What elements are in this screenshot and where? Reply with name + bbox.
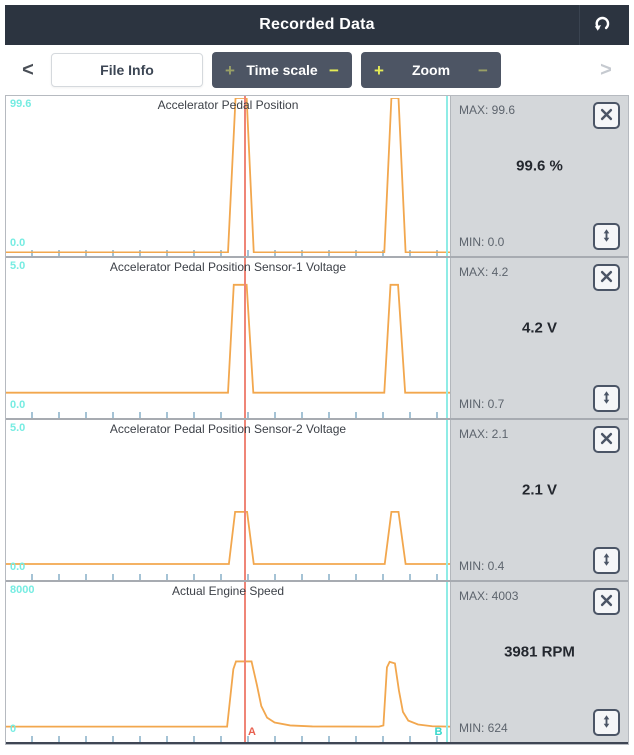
cursor-b-label: B: [434, 726, 443, 738]
zoom-control: + Zoom −: [361, 52, 501, 88]
header-bar: Recorded Data: [5, 5, 629, 45]
close-chart-button[interactable]: [593, 588, 620, 615]
waveform-trace: [6, 422, 450, 577]
y-axis-min-label: 0.0: [10, 561, 26, 573]
cursor-a-line[interactable]: [243, 96, 246, 256]
x-axis-ticks: [6, 574, 450, 580]
waveform-trace: [6, 260, 450, 415]
vertical-expand-icon: [599, 714, 614, 732]
file-info-button[interactable]: File Info: [51, 53, 203, 87]
close-chart-button[interactable]: [593, 264, 620, 291]
min-value-label: MIN: 0.0: [459, 235, 505, 249]
current-value: 4.2 V: [521, 319, 558, 337]
max-value-label: MAX: 4003: [459, 589, 519, 603]
chart-row: 5.0 Accelerator Pedal Position Sensor-1 …: [6, 258, 628, 420]
max-value-label: MAX: 2.1: [459, 427, 509, 441]
toolbar: < File Info + Time scale − + Zoom − >: [5, 45, 629, 95]
recorded-data-screen: Recorded Data < File Info + Time scale −…: [5, 5, 629, 745]
waveform-trace: [6, 584, 450, 739]
cursor-b-line[interactable]: [446, 420, 449, 580]
y-axis-min-label: 0.0: [10, 399, 26, 411]
x-axis-ticks: [6, 412, 450, 418]
expand-chart-button[interactable]: [593, 385, 620, 412]
expand-chart-button[interactable]: [593, 223, 620, 250]
y-axis-min-label: 0.0: [10, 237, 26, 249]
waveform-trace: [6, 98, 450, 253]
expand-chart-button[interactable]: [593, 709, 620, 736]
chart-title: Accelerator Pedal Position: [157, 98, 299, 112]
time-scale-control: + Time scale −: [212, 52, 352, 88]
max-value-label: MAX: 4.2: [459, 265, 509, 279]
cursor-b-line[interactable]: [446, 96, 449, 256]
cursor-b-line[interactable]: [446, 258, 449, 418]
zoom-in-button[interactable]: +: [371, 62, 387, 79]
chart-row: 5.0 Accelerator Pedal Position Sensor-2 …: [6, 420, 628, 582]
min-value-label: MIN: 0.4: [459, 559, 505, 573]
chart-row: 99.6 Accelerator Pedal Position 0.0 MAX:…: [6, 96, 628, 258]
chevron-left-icon[interactable]: <: [13, 52, 43, 88]
min-value-label: MIN: 0.7: [459, 397, 505, 411]
chart-info-panel: MAX: 4003 3981 RPM MIN: 624: [450, 582, 628, 742]
zoom-label: Zoom: [411, 62, 451, 78]
min-value-label: MIN: 624: [459, 721, 508, 735]
charts-container: 99.6 Accelerator Pedal Position 0.0 MAX:…: [5, 95, 629, 745]
close-x-icon: [599, 593, 614, 611]
chart-title: Actual Engine Speed: [171, 584, 285, 598]
close-chart-button[interactable]: [593, 426, 620, 453]
y-axis-max-label: 5.0: [10, 260, 26, 272]
current-value: 3981 RPM: [504, 643, 575, 661]
chart-title: Accelerator Pedal Position Sensor-1 Volt…: [109, 260, 347, 274]
close-x-icon: [599, 107, 614, 125]
y-axis-max-label: 8000: [10, 584, 35, 596]
chart-info-panel: MAX: 2.1 2.1 V MIN: 0.4: [450, 420, 628, 580]
page-title: Recorded Data: [259, 16, 375, 33]
vertical-expand-icon: [599, 552, 614, 570]
time-scale-minus-button[interactable]: −: [326, 62, 342, 79]
chart-plot-area[interactable]: 5.0 Accelerator Pedal Position Sensor-1 …: [6, 258, 450, 418]
chart-info-panel: MAX: 4.2 4.2 V MIN: 0.7: [450, 258, 628, 418]
y-axis-max-label: 5.0: [10, 422, 26, 434]
chart-row: 8000 Actual Engine Speed A B 0 MAX: 4003…: [6, 582, 628, 744]
current-value: 99.6 %: [516, 157, 563, 175]
x-axis-ticks: [6, 250, 450, 256]
current-value: 2.1 V: [521, 481, 558, 499]
cursor-a-line[interactable]: [243, 420, 246, 580]
chart-plot-area[interactable]: 8000 Actual Engine Speed A B 0: [6, 582, 450, 742]
cursor-a-line[interactable]: [243, 582, 246, 742]
chart-title: Accelerator Pedal Position Sensor-2 Volt…: [109, 422, 347, 436]
close-chart-button[interactable]: [593, 102, 620, 129]
close-x-icon: [599, 269, 614, 287]
y-axis-min-label: 0: [10, 723, 17, 735]
return-button[interactable]: [579, 5, 623, 45]
chart-plot-area[interactable]: 5.0 Accelerator Pedal Position Sensor-2 …: [6, 420, 450, 580]
vertical-expand-icon: [599, 228, 614, 246]
cursor-a-label: A: [247, 726, 256, 738]
time-scale-label: Time scale: [246, 62, 318, 78]
expand-chart-button[interactable]: [593, 547, 620, 574]
y-axis-max-label: 99.6: [10, 98, 32, 110]
chart-info-panel: MAX: 99.6 99.6 % MIN: 0.0: [450, 96, 628, 256]
cursor-a-line[interactable]: [243, 258, 246, 418]
close-x-icon: [599, 431, 614, 449]
return-arrow-icon: [591, 13, 613, 38]
zoom-out-button[interactable]: −: [475, 62, 491, 79]
time-scale-plus-button[interactable]: +: [222, 62, 238, 79]
x-axis-ticks: [6, 736, 450, 742]
vertical-expand-icon: [599, 390, 614, 408]
max-value-label: MAX: 99.6: [459, 103, 516, 117]
cursor-b-line[interactable]: [446, 582, 449, 742]
chevron-right-icon[interactable]: >: [591, 52, 621, 88]
chart-plot-area[interactable]: 99.6 Accelerator Pedal Position 0.0: [6, 96, 450, 256]
